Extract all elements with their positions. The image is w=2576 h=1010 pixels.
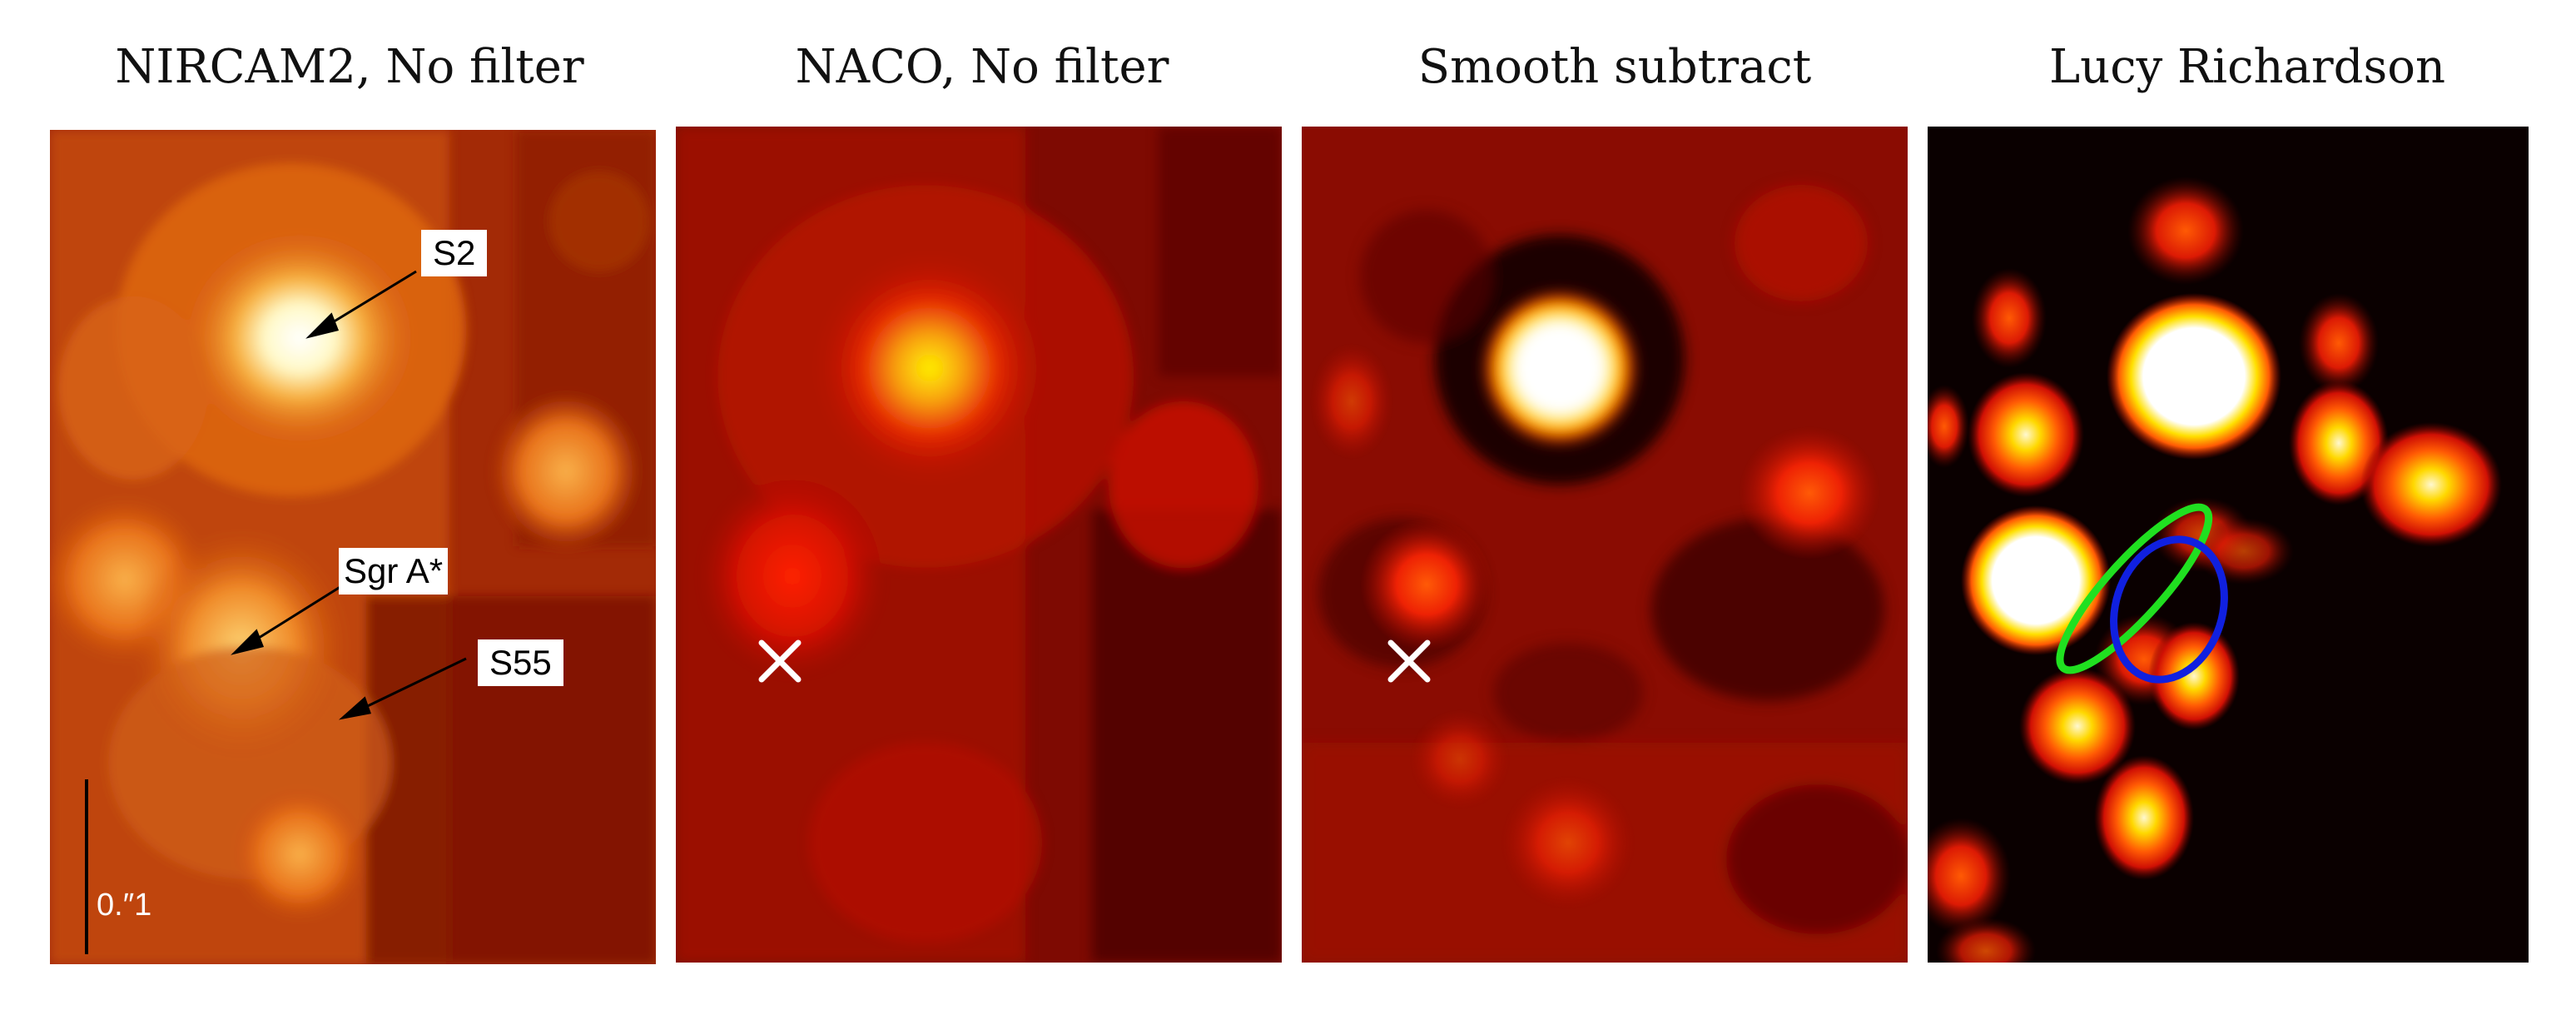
image-panel-lucy-richardson <box>1928 127 2529 963</box>
naco-image <box>676 127 1282 963</box>
smooth-subtract-image <box>1302 127 1908 963</box>
green-ellipse <box>2056 503 2213 674</box>
blue-ellipse <box>2110 535 2228 684</box>
sgr-a-position-marker <box>758 639 802 683</box>
arrow-sgr-a <box>245 582 346 648</box>
image-panel-nircam2: S2 Sgr A* S55 0.″1 <box>50 130 656 964</box>
label-s2: S2 <box>421 230 488 276</box>
arrow-s2 <box>320 270 417 331</box>
lucy-richardson-image <box>1928 127 2529 963</box>
scale-bar-label: 0.″1 <box>97 888 152 923</box>
image-panel-naco <box>676 127 1282 963</box>
label-s55: S55 <box>478 639 563 686</box>
panel-title-lucy-richardson: Lucy Richardson <box>2048 40 2446 94</box>
label-sgr-a: Sgr A* <box>339 548 449 595</box>
nircam2-image <box>50 130 656 964</box>
arrow-s55 <box>353 657 467 714</box>
image-panel-smooth-subtract <box>1302 127 1908 963</box>
sgr-a-position-marker <box>1387 639 1431 683</box>
panel-title-smooth-subtract: Smooth subtract <box>1417 40 1812 94</box>
panel-title-nircam2: NIRCAM2, No filter <box>115 40 584 94</box>
panel-title-naco: NACO, No filter <box>795 40 1169 94</box>
